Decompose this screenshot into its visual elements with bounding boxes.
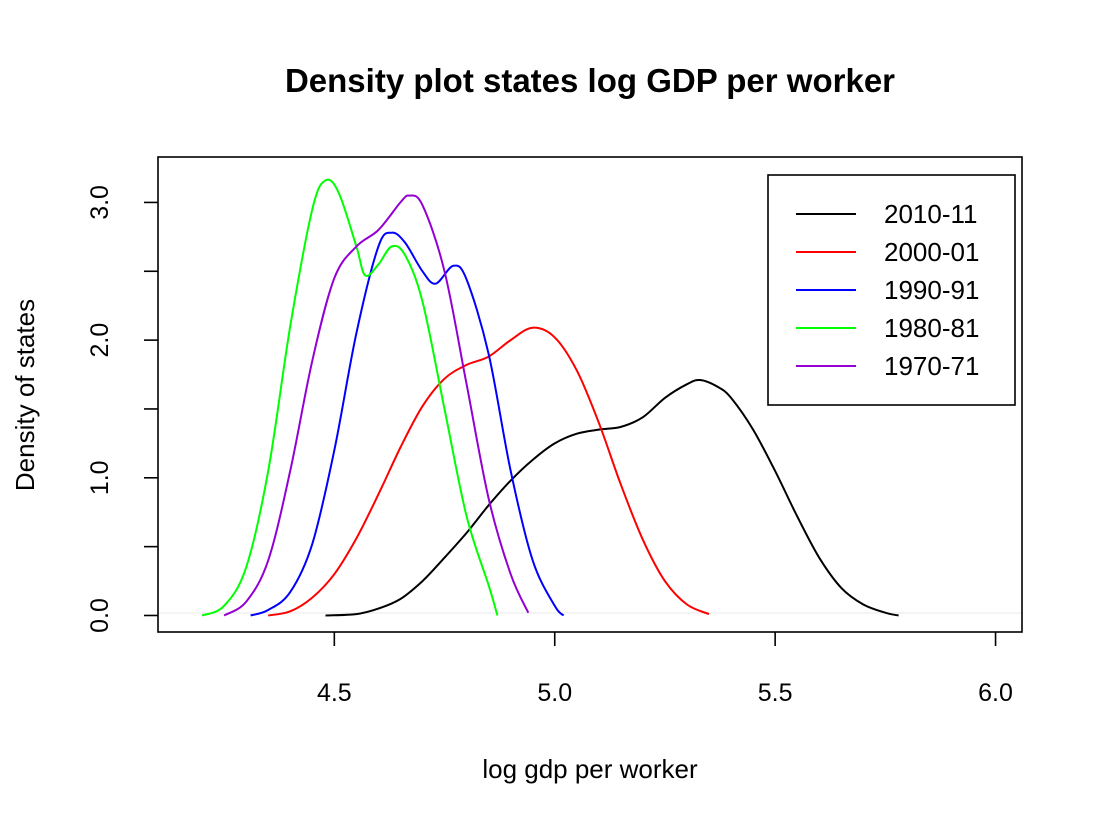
y-tick-label: 3.0 [86, 185, 114, 220]
chart-title: Density plot states log GDP per worker [285, 62, 895, 99]
density-line-1980-81 [201, 178, 499, 617]
x-tick-label: 5.5 [758, 679, 793, 707]
x-tick-label: 4.5 [317, 679, 352, 707]
x-axis-label: log gdp per worker [482, 754, 698, 784]
y-tick-label: 2.0 [86, 323, 114, 358]
legend-label-2010-11: 2010-11 [884, 199, 978, 229]
density-curves [201, 178, 899, 617]
y-tick-label: 1.0 [86, 460, 114, 495]
density-line-1990-91 [250, 231, 565, 617]
x-tick-label: 5.0 [537, 679, 572, 707]
legend-label-2000-01: 2000-01 [884, 237, 979, 267]
density-line-2010-11 [325, 378, 899, 617]
density-line-2000-01 [268, 326, 710, 617]
y-axis-label: Density of states [10, 299, 40, 491]
density-line-1970-71 [223, 194, 530, 617]
legend: 2010-11 2000-01 1990-91 1980-81 1970-71 [767, 174, 1016, 406]
legend-label-1990-91: 1990-91 [884, 275, 979, 305]
plot-frame [157, 156, 1023, 633]
x-tick-label: 6.0 [978, 679, 1013, 707]
legend-label-1980-81: 1980-81 [884, 313, 979, 343]
y-tick-label: 0.0 [86, 598, 114, 633]
y-axis: 0.0 1.0 2.0 3.0 [86, 185, 158, 633]
x-axis: 4.5 5.0 5.5 6.0 [317, 632, 1013, 707]
legend-label-1970-71: 1970-71 [884, 351, 979, 381]
